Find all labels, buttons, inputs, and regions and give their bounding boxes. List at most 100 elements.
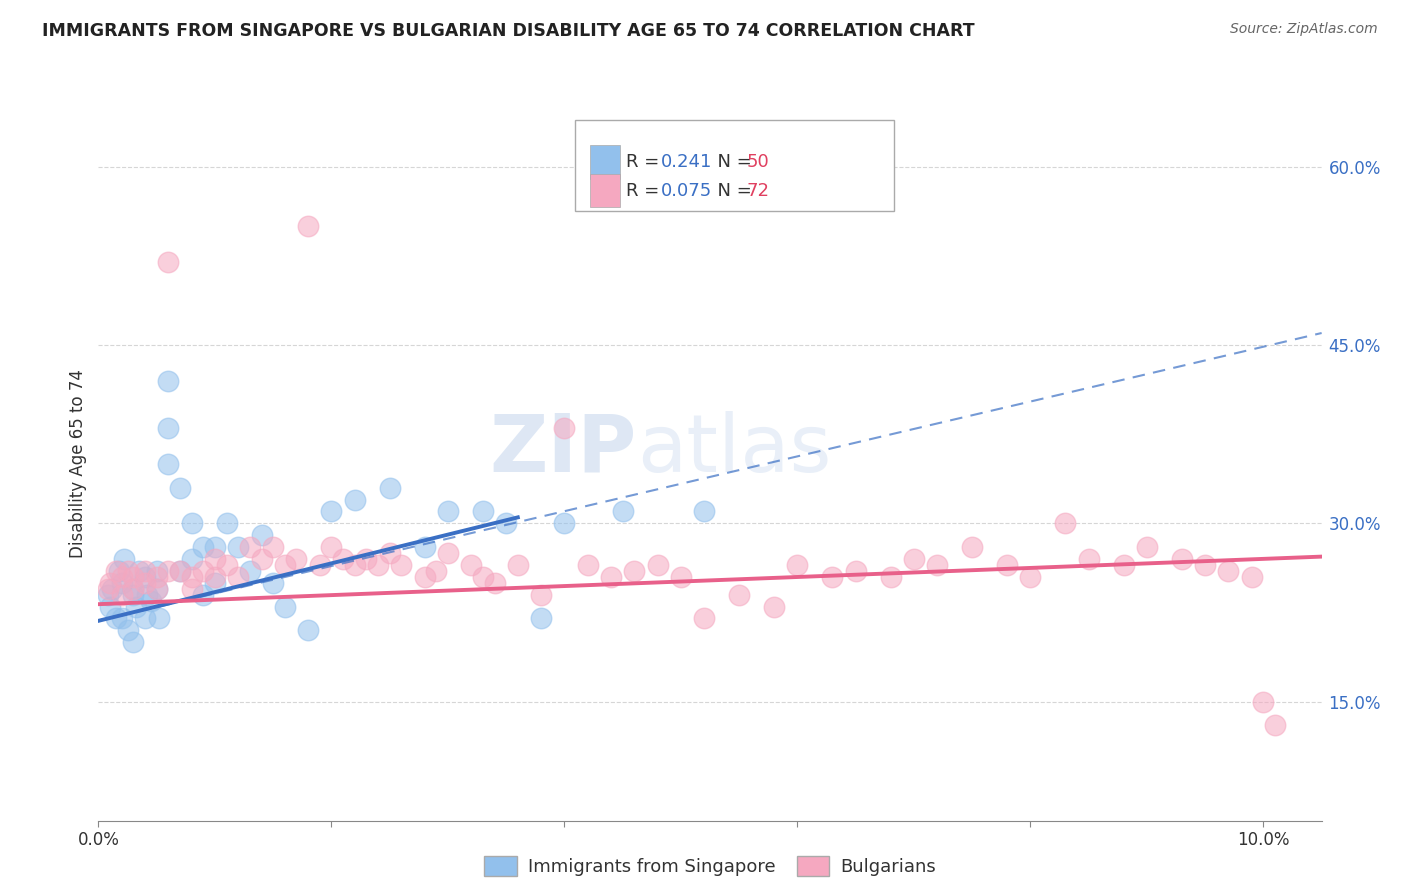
Point [117,624,139,638]
Text: 50: 50 [747,153,769,170]
Point [145,582,167,596]
Point [204,552,226,566]
Point [647,558,669,572]
Point [193,540,215,554]
Point [728,588,751,602]
Point [1194,558,1216,572]
Point [262,540,284,554]
Point [180,552,202,566]
Point [960,540,983,554]
Point [321,504,343,518]
Point [250,528,273,542]
Legend: Immigrants from Singapore, Bulgarians: Immigrants from Singapore, Bulgarians [477,848,943,883]
Point [321,540,343,554]
Point [134,611,156,625]
Point [437,504,460,518]
Point [1253,695,1275,709]
Point [204,575,226,590]
Text: R =: R = [626,182,665,200]
Point [623,564,645,578]
Point [169,564,191,578]
Point [367,558,389,572]
Point [460,558,482,572]
Point [226,540,249,554]
Point [104,564,127,578]
Point [903,552,925,566]
Point [122,582,145,596]
Point [125,599,148,614]
Point [669,570,692,584]
Point [111,575,134,590]
Point [193,588,215,602]
Point [97,582,120,596]
Point [1264,718,1286,732]
Point [204,540,226,554]
Point [145,570,167,584]
Point [285,552,308,566]
Point [169,481,191,495]
Point [600,570,623,584]
Text: N =: N = [706,153,758,170]
Point [332,552,354,566]
Point [343,558,366,572]
Point [471,504,494,518]
Text: R =: R = [626,153,665,170]
Point [506,558,529,572]
Point [145,564,167,578]
Point [117,564,139,578]
Point [553,421,575,435]
Point [101,582,124,596]
Text: atlas: atlas [637,410,831,489]
Point [145,582,167,596]
Point [343,492,366,507]
Point [157,457,180,471]
Point [226,570,249,584]
Point [193,564,215,578]
Point [239,540,262,554]
Point [274,558,297,572]
Point [356,552,378,566]
Point [111,588,134,602]
Point [821,570,844,584]
Point [108,564,131,578]
Point [97,588,120,602]
Point [530,588,553,602]
Point [297,624,319,638]
Point [786,558,808,572]
Point [530,611,553,625]
Point [437,546,460,560]
Point [169,564,191,578]
Point [995,558,1018,572]
Y-axis label: Disability Age 65 to 74: Disability Age 65 to 74 [69,369,87,558]
Point [879,570,901,584]
Point [389,558,412,572]
Point [553,516,575,531]
Point [215,558,238,572]
Text: 72: 72 [747,182,769,200]
Point [157,254,180,268]
Point [1077,552,1099,566]
Point [215,516,238,531]
Point [378,546,401,560]
Point [693,504,716,518]
Point [134,564,156,578]
Point [612,504,634,518]
Point [112,552,135,566]
Point [134,570,156,584]
Point [122,588,145,602]
Point [148,611,170,625]
Point [495,516,517,531]
Text: N =: N = [706,182,758,200]
Point [136,588,159,602]
Text: IMMIGRANTS FROM SINGAPORE VS BULGARIAN DISABILITY AGE 65 TO 74 CORRELATION CHART: IMMIGRANTS FROM SINGAPORE VS BULGARIAN D… [42,22,974,40]
Point [927,558,949,572]
Text: 0.075: 0.075 [661,182,713,200]
Point [1054,516,1077,531]
Point [157,421,180,435]
Point [122,582,145,596]
Point [157,374,180,388]
Point [1112,558,1135,572]
Point [308,558,330,572]
Point [471,570,494,584]
Point [1171,552,1194,566]
